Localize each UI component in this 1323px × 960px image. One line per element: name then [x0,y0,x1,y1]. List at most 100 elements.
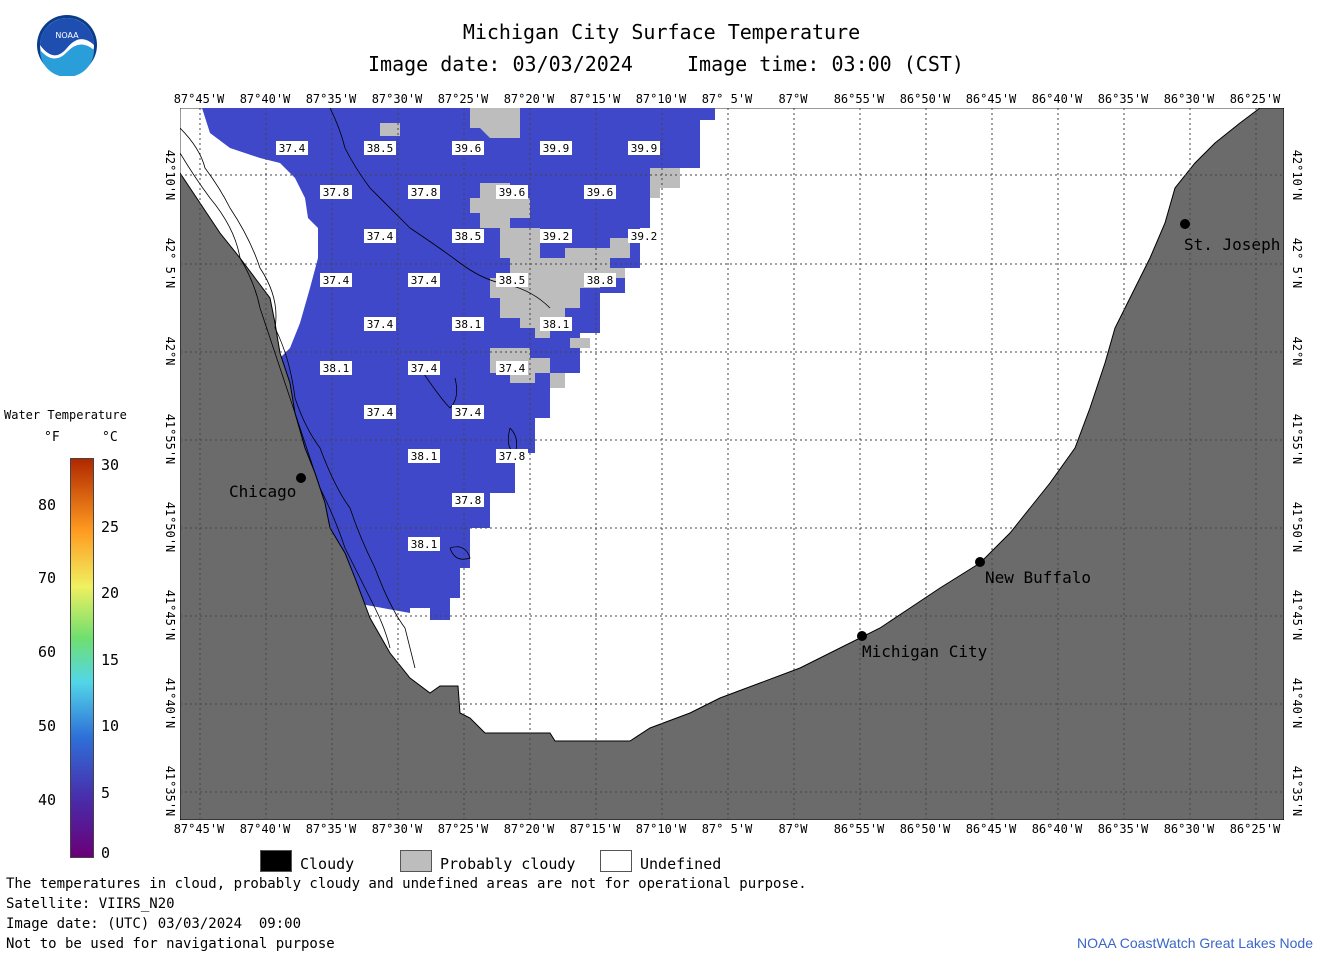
lon-top-label-7: 87°10'W [635,92,687,106]
lat-right-label-2: 42°N [1290,336,1304,366]
lat-right-label-3: 41°55'N [1290,413,1304,465]
lat-left-label-0: 42°10'N [163,149,177,201]
lon-bottom-label-13: 86°40'W [1031,822,1083,836]
lon-bottom-label-6: 87°15'W [569,822,621,836]
temp-label-0: 37.4 [279,142,306,155]
city-markers [296,219,1190,641]
temp-label-bg-20 [320,361,352,375]
st-joseph-marker[interactable] [1180,219,1190,229]
celsius-tick-1: 25 [101,518,120,536]
lon-top-label-8: 87° 5'W [701,92,753,106]
temp-label-bg-8 [584,185,616,199]
lon-bottom-label-4: 87°25'W [437,822,489,836]
michigan-city-marker[interactable] [857,631,867,641]
temp-label-25: 38.1 [411,450,438,463]
fahrenheit-tick-0: 80 [38,496,57,514]
lat-left-label-1: 42° 5'N [163,237,177,289]
temp-label-bg-15 [496,273,528,287]
temp-label-18: 38.1 [455,318,482,331]
temp-label-bg-5 [320,185,352,199]
lat-left-label-5: 41°45'N [163,589,177,641]
lon-top-label-2: 87°35'W [305,92,357,106]
temp-label-19: 38.1 [543,318,570,331]
lon-bottom-label-14: 86°35'W [1097,822,1149,836]
temp-label-27: 37.8 [455,494,482,507]
temp-label-5: 37.8 [323,186,350,199]
city-label-st-joseph: St. Joseph [1184,235,1281,254]
lat-right-label-0: 42°10'N [1290,149,1304,201]
temp-label-bg-13 [320,273,352,287]
city-label-chicago: Chicago [229,482,297,501]
lon-top-label-13: 86°40'W [1031,92,1083,106]
lon-top-label-9: 87°W [778,92,808,106]
temp-label-bg-24 [452,405,484,419]
map-canvas[interactable]: 37.4 38.5 39.6 39.9 39.9 37.8 37.8 39.6 39.6 37.4… [180,108,1284,820]
probably-cloudy-label: Probably cloudy [440,855,576,873]
lon-bottom-label-16: 86°25'W [1229,822,1281,836]
temp-label-bg-4 [628,141,660,155]
lon-bottom-label-5: 87°20'W [503,822,555,836]
temp-label-bg-23 [364,405,396,419]
temperature-colorbar [70,458,94,858]
celsius-tick-3: 15 [101,651,120,669]
lat-left-label-3: 41°55'N [163,413,177,465]
noaa-logo-icon: NOAA [37,15,97,76]
lat-right-label-4: 41°50'N [1290,501,1304,553]
lon-bottom-label-9: 87°W [778,822,808,836]
temp-label-28: 38.1 [411,538,438,551]
water-temperature-area [202,108,715,620]
lon-top-label-11: 86°50'W [899,92,951,106]
celsius-tick-5: 5 [101,784,111,802]
temp-label-bg-2 [452,141,484,155]
temp-label-bg-11 [540,229,572,243]
temp-label-8: 39.6 [587,186,614,199]
fahrenheit-tick-2: 60 [38,643,57,661]
temp-label-bg-16 [584,273,616,287]
cloudy-swatch [260,850,292,872]
temp-label-bg-17 [364,317,396,331]
temp-label-bg-19 [540,317,572,331]
celsius-tick-4: 10 [101,717,120,735]
lat-left-label-4: 41°50'N [163,501,177,553]
lon-top-label-10: 86°55'W [833,92,885,106]
lat-left-label-2: 42°N [163,336,177,366]
temp-label-9: 37.4 [367,230,394,243]
lon-top-label-3: 87°30'W [371,92,423,106]
temp-label-4: 39.9 [631,142,658,155]
lat-left-label-7: 41°35'N [163,765,177,817]
celsius-tick-0: 30 [101,456,120,474]
temp-label-3: 39.9 [543,142,570,155]
lat-right-label-1: 42° 5'N [1290,237,1304,289]
temp-label-bg-27 [452,493,484,507]
image-date: Image date: 03/03/2024 [368,52,633,76]
temp-label-bg-3 [540,141,572,155]
unit-fahrenheit: °F [44,430,60,445]
temp-label-21: 37.4 [411,362,438,375]
temp-label-bg-28 [408,537,440,551]
temp-label-bg-1 [364,141,396,155]
lat-right-label-6: 41°40'N [1290,677,1304,729]
temp-label-bg-18 [452,317,484,331]
navigation-warning: Not to be used for navigational purpose [6,936,335,952]
lon-bottom-label-10: 86°55'W [833,822,885,836]
temp-label-12: 39.2 [631,230,658,243]
lon-top-label-0: 87°45'W [173,92,225,106]
lon-bottom-label-3: 87°30'W [371,822,423,836]
temp-label-24: 37.4 [455,406,482,419]
credit-link[interactable]: NOAA CoastWatch Great Lakes Node [1076,935,1313,951]
new-buffalo-marker[interactable] [975,557,985,567]
land-area [180,108,1284,820]
city-label-michigan-city: Michigan City [862,642,988,661]
satellite-text: Satellite: VIIRS_N20 [6,896,175,912]
lon-bottom-label-2: 87°35'W [305,822,357,836]
temp-label-14: 37.4 [411,274,438,287]
temp-label-20: 38.1 [323,362,350,375]
temp-label-bg-9 [364,229,396,243]
temp-label-17: 37.4 [367,318,394,331]
temperature-labels: 37.4 38.5 39.6 39.9 39.9 37.8 37.8 39.6 39.6 37.4… [276,141,660,551]
fahrenheit-tick-4: 40 [38,791,57,809]
lon-top-label-15: 86°30'W [1163,92,1215,106]
chicago-marker[interactable] [296,473,306,483]
temp-label-22: 37.4 [499,362,526,375]
temp-label-6: 37.8 [411,186,438,199]
